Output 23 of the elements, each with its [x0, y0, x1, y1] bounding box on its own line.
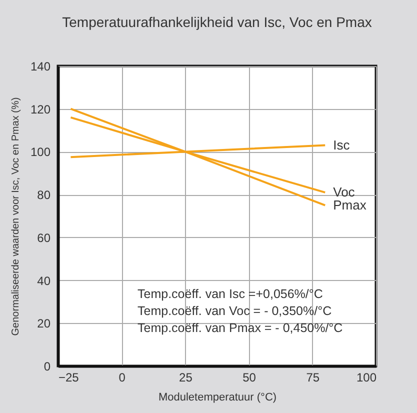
- y-tick-label: 0: [44, 360, 51, 374]
- y-tick-label: 120: [30, 102, 51, 116]
- series-label: Isc: [333, 137, 350, 152]
- y-axis-title: Genormaliseerde waarden voor Isc, Voc en Pmax (%): [10, 97, 22, 336]
- annotation: Temp.coëff. van Voc = - 0,350%/°C: [138, 304, 332, 318]
- series-label: Voc: [333, 184, 356, 200]
- series-label: Pmax: [333, 197, 367, 212]
- x-tick-label: 0: [118, 370, 126, 384]
- chart-title: Temperatuurafhankelijkheid van Isc, Voc en Pmax: [62, 14, 372, 30]
- annotation: Temp.coëff. van Isc =+0,056%/°C: [138, 287, 323, 301]
- y-tick-label: 80: [37, 188, 51, 202]
- x-tick-label: 75: [306, 370, 320, 384]
- x-tick-label: 50: [242, 370, 256, 384]
- x-tick-label: 25: [179, 370, 193, 384]
- y-tick-label: 40: [37, 274, 51, 288]
- y-tick-label: 60: [37, 230, 51, 245]
- annotation: Temp.coëff. van Pmax = - 0,450%/°C: [138, 321, 343, 335]
- y-tick-label: 20: [37, 316, 51, 331]
- x-axis-title: Moduletemperatuur (°C): [158, 392, 277, 404]
- x-tick-label: 100: [356, 370, 377, 384]
- y-tick-label: 100: [30, 145, 51, 160]
- x-tick-label: −25: [58, 370, 80, 384]
- y-tick-label: 140: [30, 60, 51, 74]
